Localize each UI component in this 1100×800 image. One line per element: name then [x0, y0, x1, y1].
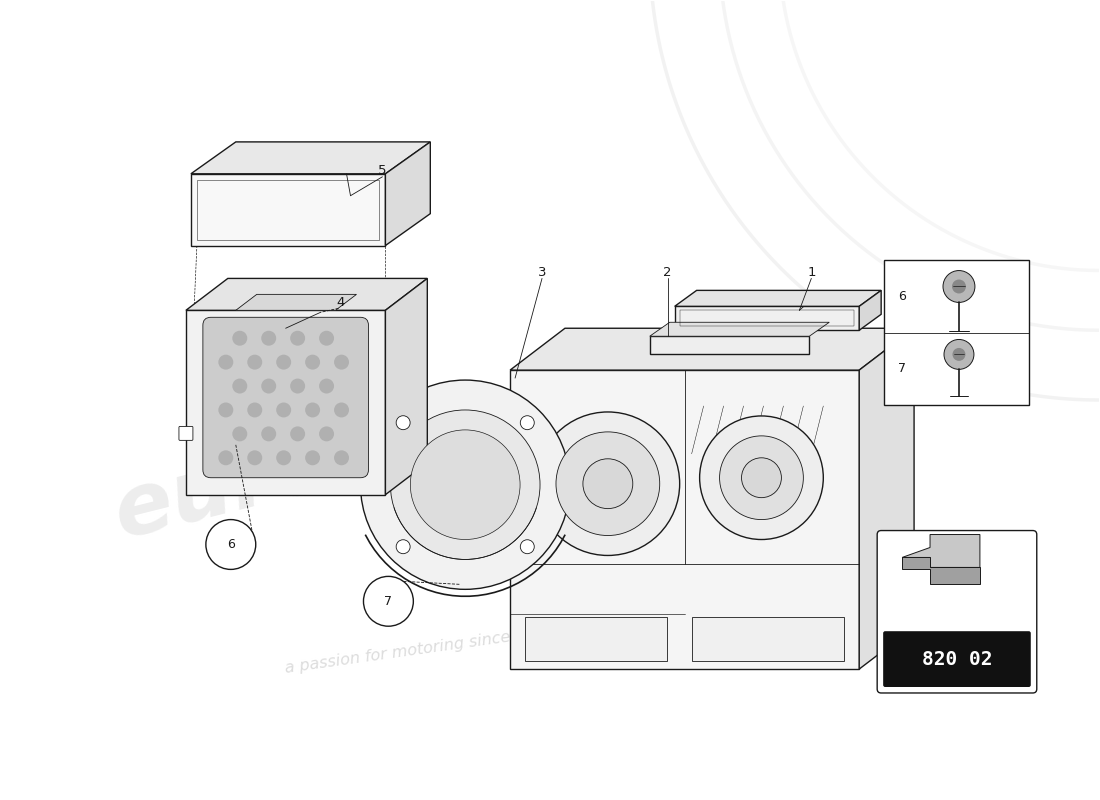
Circle shape [700, 416, 823, 539]
Polygon shape [859, 290, 881, 330]
Circle shape [334, 450, 349, 466]
Circle shape [276, 450, 292, 466]
Polygon shape [385, 278, 427, 494]
Circle shape [232, 426, 248, 442]
FancyBboxPatch shape [179, 426, 192, 440]
Circle shape [305, 402, 320, 418]
Circle shape [232, 378, 248, 394]
FancyBboxPatch shape [202, 318, 368, 478]
Polygon shape [902, 558, 980, 584]
Polygon shape [650, 322, 829, 336]
Polygon shape [650, 336, 810, 354]
Circle shape [943, 270, 975, 302]
Circle shape [953, 348, 966, 361]
Circle shape [319, 426, 334, 442]
Polygon shape [510, 328, 914, 370]
Circle shape [290, 426, 305, 442]
Circle shape [390, 410, 540, 559]
Circle shape [520, 540, 535, 554]
Text: 5: 5 [378, 164, 387, 178]
Circle shape [583, 458, 632, 509]
Circle shape [305, 450, 320, 466]
Text: 2: 2 [663, 266, 672, 279]
Circle shape [248, 450, 262, 466]
Text: 3: 3 [538, 266, 547, 279]
Bar [884, 261, 1028, 405]
Circle shape [206, 519, 255, 570]
Polygon shape [385, 142, 430, 246]
Circle shape [363, 576, 414, 626]
Polygon shape [674, 306, 859, 330]
Polygon shape [510, 370, 859, 669]
Circle shape [396, 416, 410, 430]
FancyBboxPatch shape [877, 530, 1037, 693]
Circle shape [319, 378, 334, 394]
Circle shape [334, 402, 349, 418]
Circle shape [305, 354, 320, 370]
Circle shape [218, 450, 233, 466]
Circle shape [218, 354, 233, 370]
Polygon shape [902, 534, 980, 567]
Circle shape [410, 430, 520, 539]
Text: 820 02: 820 02 [922, 650, 992, 669]
Circle shape [719, 436, 803, 519]
Circle shape [319, 330, 334, 346]
Circle shape [536, 412, 680, 555]
Circle shape [556, 432, 660, 535]
Circle shape [290, 330, 305, 346]
Text: 6: 6 [227, 538, 234, 551]
Circle shape [276, 354, 292, 370]
Circle shape [290, 378, 305, 394]
Polygon shape [191, 142, 430, 174]
Polygon shape [186, 310, 385, 494]
Circle shape [520, 416, 535, 430]
Text: 4: 4 [337, 296, 344, 309]
Text: 1: 1 [807, 266, 815, 279]
Text: eurospares: eurospares [107, 344, 654, 556]
Circle shape [248, 402, 262, 418]
Circle shape [944, 339, 974, 370]
Circle shape [952, 279, 966, 294]
Text: a passion for motoring since 1985: a passion for motoring since 1985 [284, 622, 557, 675]
Circle shape [361, 380, 570, 590]
Circle shape [232, 330, 248, 346]
FancyBboxPatch shape [883, 631, 1031, 687]
Circle shape [741, 458, 781, 498]
Polygon shape [674, 290, 881, 306]
Polygon shape [235, 294, 356, 310]
Text: 7: 7 [898, 362, 906, 375]
Polygon shape [692, 618, 845, 661]
Text: 6: 6 [899, 290, 906, 303]
Circle shape [248, 354, 262, 370]
Circle shape [261, 426, 276, 442]
Circle shape [276, 402, 292, 418]
Circle shape [261, 378, 276, 394]
Polygon shape [191, 174, 385, 246]
Circle shape [334, 354, 349, 370]
Circle shape [218, 402, 233, 418]
Circle shape [396, 540, 410, 554]
Polygon shape [525, 618, 668, 661]
Circle shape [261, 330, 276, 346]
Polygon shape [859, 328, 914, 669]
Text: 7: 7 [384, 594, 393, 608]
Polygon shape [186, 278, 427, 310]
